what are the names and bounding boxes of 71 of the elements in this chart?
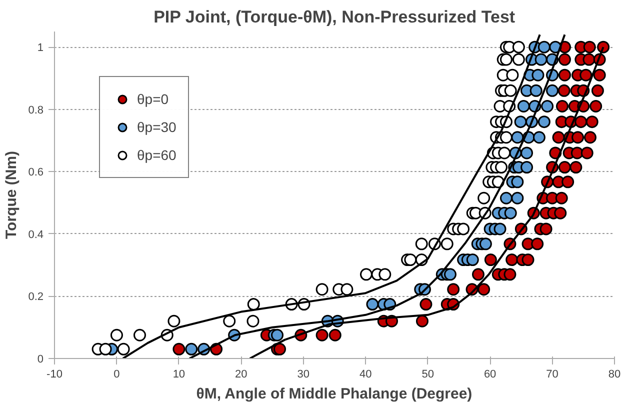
x-axis-title: θM, Angle of Middle Phalange (Degree) [196, 386, 472, 402]
point [498, 146, 511, 160]
point [495, 161, 508, 174]
point [404, 254, 417, 266]
y-tick-label: 0 [37, 354, 44, 366]
y-tick-label: 0.8 [28, 104, 44, 116]
point [532, 131, 546, 144]
point [415, 238, 428, 250]
point [532, 68, 544, 82]
point [520, 146, 534, 160]
point [444, 268, 456, 281]
point [500, 131, 512, 144]
y-tick-label: 0.2 [28, 291, 44, 304]
x-tick-label: 70 [546, 368, 558, 380]
point [541, 100, 554, 112]
point [117, 342, 130, 356]
point [504, 206, 517, 220]
point [223, 314, 236, 328]
point [185, 342, 198, 356]
point [99, 342, 112, 356]
point [457, 222, 470, 236]
point [512, 40, 525, 54]
point [494, 222, 506, 236]
point [512, 53, 525, 66]
x-tick-label: -10 [46, 368, 62, 380]
y-axis-title: Torque (Nm) [3, 150, 20, 240]
point [511, 131, 524, 144]
point [168, 314, 180, 328]
point [530, 84, 542, 97]
x-tick-label: 40 [359, 368, 372, 380]
point [440, 238, 454, 250]
point [534, 53, 548, 66]
point [514, 116, 527, 128]
point [466, 254, 479, 266]
point [110, 328, 123, 342]
point [546, 84, 559, 97]
point [504, 84, 517, 97]
y-tick-label: 0.6 [28, 166, 44, 179]
x-tick-label: 10 [172, 368, 186, 380]
y-tick-label: 1 [37, 42, 44, 54]
point [133, 328, 146, 342]
point [520, 161, 534, 174]
point [538, 40, 550, 54]
point [511, 192, 524, 204]
point [271, 328, 284, 342]
x-tick-label: 0 [114, 368, 120, 380]
point [340, 283, 354, 296]
chart-title: PIP Joint, (Torque-θM), Non-Pressurized Test [154, 8, 516, 26]
point [479, 238, 492, 250]
x-tick-label: 60 [484, 368, 496, 380]
x-tick-label: 80 [608, 368, 621, 380]
point [246, 314, 260, 328]
y-tick-label: 0.4 [28, 228, 44, 241]
x-tick-label: 50 [422, 368, 434, 380]
legend-label: θp=30 [137, 119, 176, 135]
point [316, 283, 328, 296]
point [378, 268, 392, 281]
point [247, 298, 260, 311]
legend-label: θp=0 [137, 91, 169, 107]
point [517, 100, 530, 112]
point [366, 298, 379, 311]
legend-label: θp=60 [137, 147, 176, 163]
point [506, 68, 519, 82]
point [360, 268, 372, 281]
point [500, 53, 512, 66]
point [511, 176, 524, 188]
point [478, 192, 490, 204]
x-tick-label: 20 [235, 368, 248, 380]
point [538, 116, 550, 128]
x-tick-label: 30 [297, 368, 310, 380]
point [500, 192, 512, 204]
